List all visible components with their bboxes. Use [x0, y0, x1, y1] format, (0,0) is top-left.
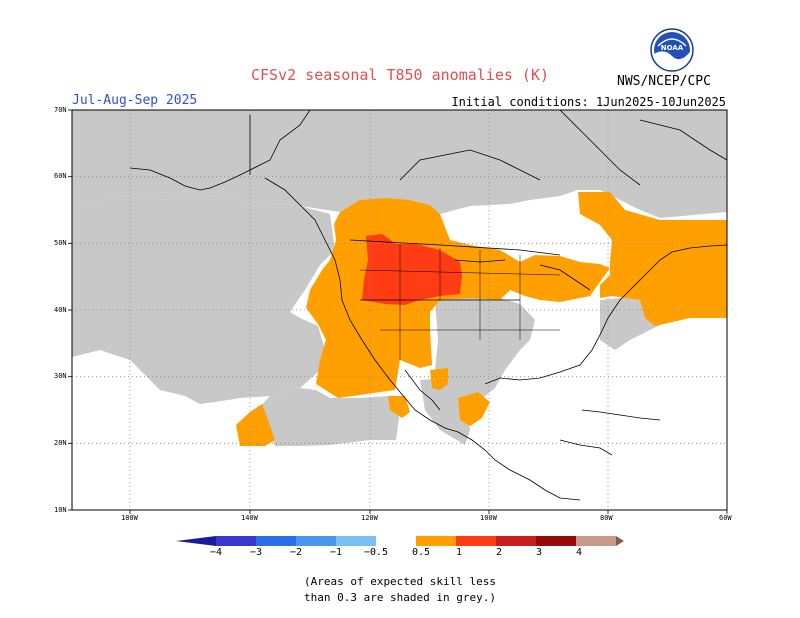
colorbar-label: 2: [496, 547, 503, 558]
colorbar-swatch: [376, 536, 416, 546]
season-label: Jul-Aug-Sep 2025: [72, 93, 198, 108]
skill-note-line: (Areas of expected skill less: [303, 575, 497, 588]
grey-central-us: [430, 295, 535, 412]
state-borders: [359, 244, 561, 360]
lat-label: 20N: [54, 439, 67, 447]
map-title: CFSv2 seasonal T850 anomalies (K): [250, 66, 549, 84]
lat-label: 40N: [54, 306, 67, 314]
lon-label: 120W: [361, 514, 378, 522]
lon-label: 140W: [241, 514, 258, 522]
colorbar-swatch: [456, 536, 496, 546]
orange-baja-southwest: [236, 404, 275, 446]
lon-label: 60W: [719, 514, 732, 522]
colorbar-label: −1: [330, 547, 343, 558]
colorbar: [176, 536, 624, 546]
skill-note-line: than 0.3 are shaded in grey.): [303, 591, 497, 604]
colorbar-swatch: [496, 536, 536, 546]
lat-label: 30N: [54, 372, 67, 380]
colorbar-label: −0.5: [364, 547, 389, 558]
agency-label: NWS/NCEP/CPC: [617, 74, 711, 89]
anomaly-1-to-2-areas: [362, 234, 462, 305]
colorbar-swatch: [416, 536, 456, 546]
colorbar-swatch: [216, 536, 256, 546]
grey-central-pacific: [72, 192, 335, 404]
colorbar-label: 0.5: [412, 547, 431, 558]
skill-note: (Areas of expected skill less than 0.3 a…: [0, 574, 800, 606]
lon-label: 100W: [480, 514, 497, 522]
graticule: [72, 110, 727, 510]
orange-southwest-coast: [388, 396, 410, 418]
grey-eastern-pacific: [255, 388, 400, 446]
colorbar-label: −4: [210, 547, 223, 558]
colorbar-swatch: [176, 536, 216, 546]
svg-text:NOAA: NOAA: [661, 44, 684, 52]
colorbar-label: 4: [576, 547, 583, 558]
orange-mexico-coast: [430, 368, 448, 390]
colorbar-swatch: [576, 536, 616, 546]
low-skill-grey-areas: [72, 110, 727, 446]
initial-conditions-label: Initial conditions: 1Jun2025-10Jun2025: [451, 95, 726, 109]
orange-gulf: [458, 392, 490, 426]
colorbar-swatch: [296, 536, 336, 546]
colorbar-label: −2: [290, 547, 303, 558]
colorbar-swatch: [336, 536, 376, 546]
red-northern-rockies: [362, 234, 462, 305]
colorbar-label: 3: [536, 547, 543, 558]
lat-label: 10N: [54, 506, 67, 514]
grey-north-pacific-alaska: [72, 110, 727, 218]
lat-label: 50N: [54, 239, 67, 247]
colorbar-swatch: [616, 536, 624, 546]
lat-label: 70N: [54, 106, 67, 114]
lon-label: 80W: [600, 514, 613, 522]
colorbar-label: −3: [250, 547, 263, 558]
colorbar-swatch: [536, 536, 576, 546]
lon-label: 180W: [121, 514, 138, 522]
orange-northeast: [578, 192, 727, 326]
grey-mexico: [420, 378, 470, 445]
colorbar-swatch: [256, 536, 296, 546]
noaa-logo-icon: NOAA: [650, 28, 694, 72]
colorbar-label: 1: [456, 547, 463, 558]
lat-label: 60N: [54, 172, 67, 180]
